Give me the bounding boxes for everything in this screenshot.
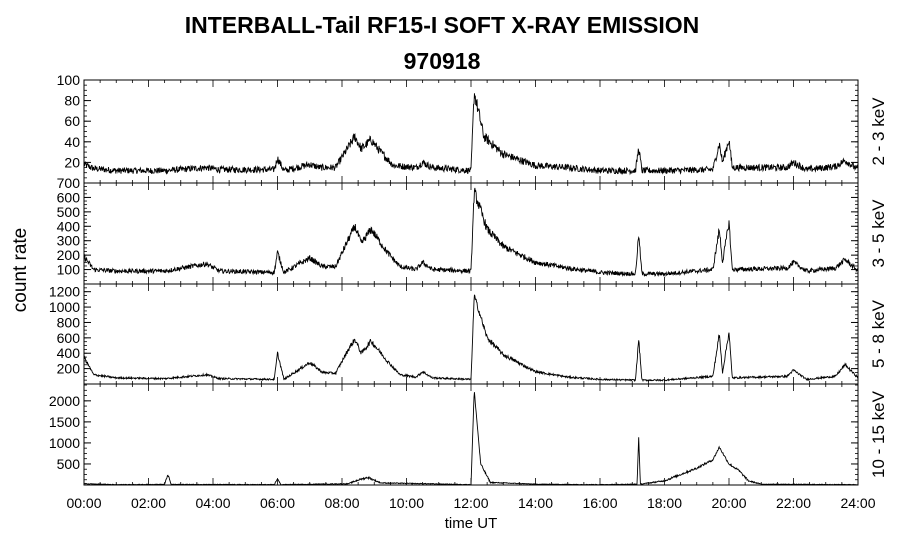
x-tick-label: 24:00 xyxy=(840,495,875,511)
x-tick-label: 14:00 xyxy=(518,495,553,511)
y-tick-label: 400 xyxy=(57,345,81,361)
x-tick-label: 22:00 xyxy=(776,495,811,511)
x-tick-label: 12:00 xyxy=(453,495,488,511)
series-line-3 xyxy=(83,392,859,486)
x-tick-label: 04:00 xyxy=(195,495,230,511)
panel-frame-3 xyxy=(83,383,859,486)
chart-subtitle: 970918 xyxy=(403,48,481,74)
y-tick-label: 400 xyxy=(57,218,81,234)
y-tick-label: 1500 xyxy=(49,414,80,430)
x-tick-label: 16:00 xyxy=(582,495,617,511)
y-axis-label: count rate xyxy=(10,228,31,313)
y-tick-label: 80 xyxy=(64,93,80,109)
y-tick-label: 60 xyxy=(64,113,80,129)
y-tick-label: 500 xyxy=(57,204,81,220)
x-tick-label: 06:00 xyxy=(260,495,295,511)
y-tick-label: 600 xyxy=(57,330,81,346)
y-tick-label: 1000 xyxy=(49,299,80,315)
y-tick-label: 20 xyxy=(64,154,80,170)
y-tick-label: 1200 xyxy=(49,284,80,300)
chart-title: INTERBALL-Tail RF15-I SOFT X-RAY EMISSIO… xyxy=(184,12,700,38)
x-tick-label: 20:00 xyxy=(711,495,746,511)
x-tick-label: 18:00 xyxy=(647,495,682,511)
panel-label-2: 5 - 8 keV xyxy=(869,299,888,368)
x-tick-label: 10:00 xyxy=(389,495,424,511)
y-tick-label: 100 xyxy=(57,262,81,278)
y-tick-label: 200 xyxy=(57,361,81,377)
panel-label-3: 10 - 15 keV xyxy=(869,390,888,478)
y-tick-label: 2000 xyxy=(49,393,80,409)
y-tick-label: 600 xyxy=(57,189,81,205)
panel-label-0: 2 - 3 keV xyxy=(869,97,888,166)
y-tick-label: 40 xyxy=(64,134,80,150)
y-tick-label: 200 xyxy=(57,247,81,263)
y-tick-label: 700 xyxy=(57,175,81,191)
series-line-2 xyxy=(83,294,859,383)
x-tick-label: 00:00 xyxy=(66,495,101,511)
y-tick-label: 100 xyxy=(57,72,81,88)
x-tick-label: 08:00 xyxy=(324,495,359,511)
x-axis-label: time UT xyxy=(445,515,498,532)
y-tick-label: 300 xyxy=(57,233,81,249)
y-tick-label: 1000 xyxy=(49,435,80,451)
y-tick-label: 500 xyxy=(57,456,81,472)
panel-label-1: 3 - 5 keV xyxy=(869,199,888,268)
y-tick-label: 800 xyxy=(57,314,81,330)
series-line-1 xyxy=(83,187,859,278)
series-line-0 xyxy=(83,93,859,176)
x-tick-label: 02:00 xyxy=(131,495,166,511)
